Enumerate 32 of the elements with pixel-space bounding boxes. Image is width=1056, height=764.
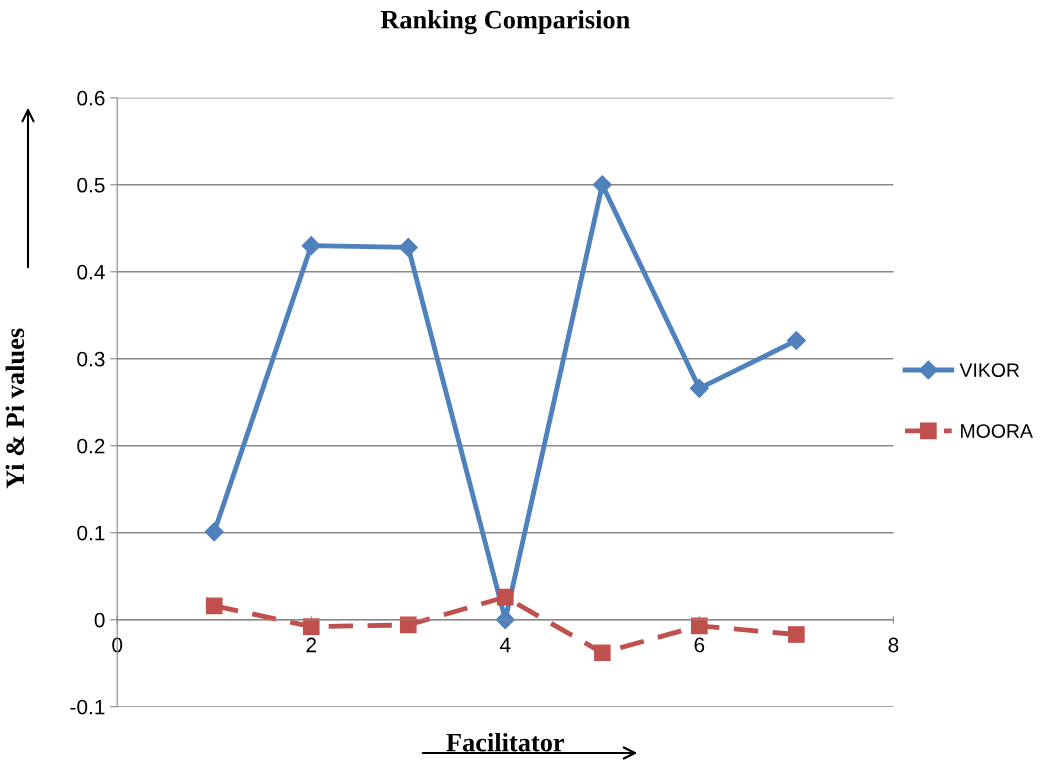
legend-label: MOORA	[961, 424, 1033, 438]
x-tick-label: 0	[112, 637, 123, 653]
point	[205, 597, 223, 615]
y-tick-label: 0.3	[77, 351, 105, 367]
point	[788, 626, 805, 643]
y-axis-title: Yi & Pi values	[5, 328, 25, 489]
point	[593, 644, 611, 662]
x-tick-label: 6	[694, 637, 705, 653]
y-tick-label: 0.1	[77, 525, 105, 541]
point	[786, 330, 806, 351]
point	[399, 616, 417, 634]
point	[592, 175, 612, 195]
chart-title: Ranking Comparision	[380, 10, 630, 35]
legend-label: VIKOR	[959, 363, 1020, 378]
point	[301, 236, 321, 256]
y-tick-label: 0	[94, 612, 105, 628]
y-tick-label: 0.2	[77, 438, 105, 454]
y-tick-label: 0.6	[77, 90, 105, 106]
point	[204, 522, 224, 542]
y-tick-label: -0.1	[70, 699, 105, 715]
y-tick-label: 0.5	[77, 177, 105, 193]
point	[495, 610, 515, 630]
y-tick-label: 0.4	[77, 264, 105, 280]
x-tick-label: 2	[306, 637, 316, 653]
point	[496, 588, 514, 606]
point	[302, 618, 320, 636]
x-axis-title: Facilitator	[446, 732, 565, 752]
point	[691, 617, 708, 635]
x-tick-label: 4	[499, 637, 511, 653]
x-tick-label: 8	[888, 637, 899, 653]
point	[689, 378, 709, 398]
point	[398, 237, 418, 257]
